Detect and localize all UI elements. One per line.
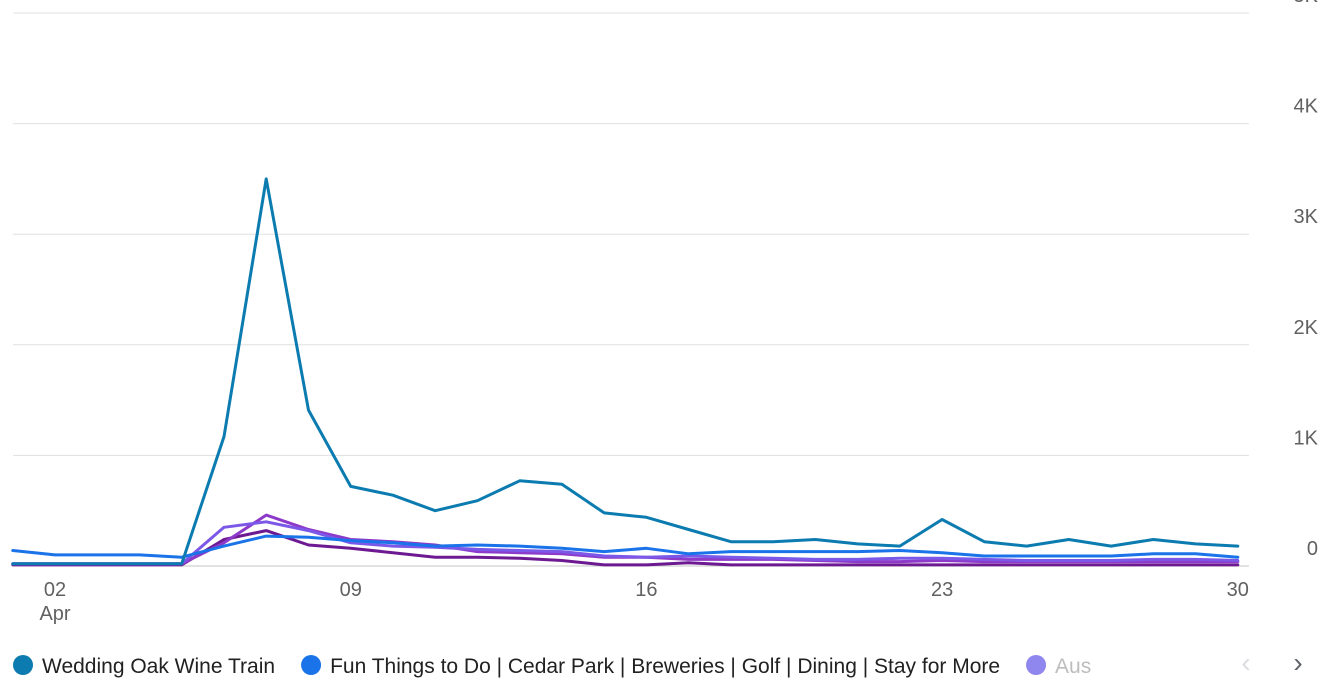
x-tick-label: 23 — [931, 579, 953, 601]
y-tick-label: 5K — [1294, 0, 1319, 7]
series-line-5[interactable] — [11, 529, 1240, 567]
x-tick-label: 30 — [1227, 579, 1249, 601]
x-tick-label: 02 — [44, 579, 66, 601]
y-tick-label: 1K — [1294, 427, 1319, 449]
legend-item-label[interactable]: Fun Things to Do | Cedar Park | Brewerie… — [330, 655, 1000, 678]
legend-prev-icon[interactable]: ‹ — [1241, 647, 1250, 678]
legend-next-icon[interactable]: › — [1293, 647, 1302, 678]
y-axis-ticks: 0 1K 2K 3K 4K 5K — [1294, 0, 1319, 560]
legend-item-label[interactable]: Wedding Oak Wine Train — [42, 655, 275, 678]
series-line-3[interactable] — [11, 520, 1240, 566]
legend-fade-overlay — [1170, 640, 1215, 685]
y-tick-label: 3K — [1294, 206, 1319, 228]
x-tick-sublabel: Apr — [39, 603, 70, 625]
y-tick-label: 4K — [1294, 96, 1319, 118]
y-tick-label: 0 — [1307, 538, 1318, 560]
series-lines — [11, 177, 1240, 567]
grid-lines — [13, 12, 1249, 567]
x-tick-label: 16 — [635, 579, 657, 601]
legend: Wedding Oak Wine Train Fun Things to Do |… — [13, 655, 1091, 678]
legend-item-label[interactable]: Aus — [1055, 655, 1091, 678]
y-tick-label: 2K — [1294, 317, 1319, 339]
series-line-1[interactable] — [11, 177, 1240, 566]
series-line-2[interactable] — [11, 534, 1240, 559]
legend-swatch-icon[interactable] — [301, 655, 322, 675]
legend-swatch-icon[interactable] — [13, 655, 33, 675]
x-tick-label: 09 — [340, 579, 362, 601]
legend-swatch-icon[interactable] — [1026, 655, 1047, 675]
